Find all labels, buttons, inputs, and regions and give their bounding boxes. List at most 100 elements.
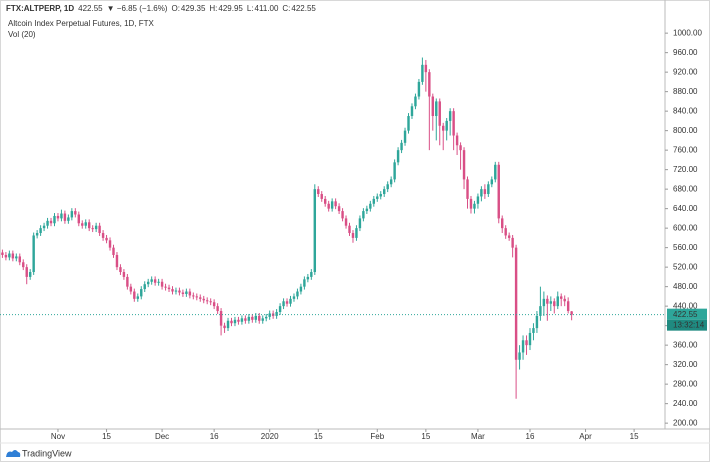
candle-body (126, 276, 129, 287)
y-tick-label: 920.00 (673, 67, 698, 76)
legend-close: 422.55 (291, 4, 316, 13)
candle-body (188, 291, 192, 296)
candle-body (285, 301, 289, 304)
candle-body (337, 206, 341, 212)
legend-close-label: C: (282, 4, 290, 13)
legend-open: 429.35 (181, 4, 206, 13)
candle-body (494, 164, 497, 180)
candle-body (546, 298, 549, 304)
y-tick-label: 800.00 (673, 126, 698, 135)
candle-body (438, 101, 441, 126)
candle-body (341, 211, 344, 219)
x-tick-label: Dec (155, 432, 169, 441)
x-tick-label: Mar (471, 432, 485, 441)
y-tick-label: 480.00 (673, 282, 698, 291)
y-tick-label: 960.00 (673, 48, 698, 57)
chart-title: Altcoin Index Perpetual Futures, 1D, FTX (8, 19, 155, 28)
candle-body (84, 222, 87, 226)
candle-body (528, 332, 532, 346)
candle-body (365, 208, 369, 212)
candle-body (303, 279, 306, 287)
candle-body (251, 316, 254, 320)
candle-body (202, 298, 205, 301)
legend-low-label: L: (247, 4, 254, 13)
candle-body (46, 220, 49, 226)
candle-body (119, 267, 122, 273)
y-tick-label: 1000.00 (673, 28, 702, 37)
candle-body (563, 298, 566, 302)
x-tick-label: 16 (526, 432, 535, 441)
candle-body (379, 194, 382, 197)
candle-body (282, 301, 285, 307)
candle-body (539, 306, 542, 316)
candle-body (469, 198, 473, 209)
y-tick-label: 440.00 (673, 301, 698, 310)
candle-body (67, 217, 70, 221)
candle-body (476, 196, 480, 204)
candle-body (192, 295, 195, 297)
candle-body (108, 240, 112, 248)
legend-high: 429.95 (218, 4, 243, 13)
candle-body (480, 189, 483, 197)
candle-body (146, 281, 150, 285)
candle-body (424, 64, 428, 73)
candle-body (136, 296, 140, 299)
candle-body (442, 125, 445, 131)
candle-body (414, 96, 417, 107)
x-tick-label: 15 (314, 432, 323, 441)
y-tick-label: 320.00 (673, 360, 698, 369)
candle-body (358, 218, 362, 229)
candle-body (167, 287, 171, 290)
candle-body (514, 247, 518, 360)
y-tick-label: 760.00 (673, 145, 698, 154)
candle-body (556, 296, 559, 307)
candle-body (185, 291, 188, 294)
candle-body (317, 189, 320, 195)
candle-body (369, 203, 372, 209)
candle-body (376, 196, 379, 199)
candle-body (421, 64, 424, 82)
candle-body (140, 289, 143, 297)
candle-body (160, 281, 164, 287)
candle-body (39, 228, 42, 234)
candle-body (330, 201, 334, 209)
candle-body (237, 319, 240, 322)
y-tick-label: 600.00 (673, 223, 698, 232)
candle-body (306, 276, 310, 280)
candle-body (410, 106, 414, 117)
candle-body (178, 290, 181, 293)
candle-body (355, 228, 358, 238)
candle-body (181, 292, 185, 294)
x-tick-label: 16 (210, 432, 219, 441)
candle-body (70, 211, 74, 218)
candle-body (157, 281, 160, 283)
y-tick-label: 520.00 (673, 262, 698, 271)
candle-body (292, 296, 296, 299)
candle-body (35, 233, 39, 236)
x-tick-label: Nov (51, 432, 65, 441)
candle-body (507, 235, 511, 238)
candle-body (223, 325, 226, 329)
y-tick-label: 840.00 (673, 106, 698, 115)
candle-body (299, 286, 303, 292)
x-tick-label: Feb (370, 432, 384, 441)
candle-body (518, 352, 521, 360)
candle-body (487, 184, 490, 195)
candle-body (289, 298, 292, 304)
candle-body (525, 340, 528, 346)
y-tick-label: 680.00 (673, 184, 698, 193)
candle-body (393, 162, 396, 180)
candle-body (22, 262, 25, 268)
legend-low: 411.00 (255, 4, 279, 13)
brand: TradingView (22, 448, 72, 458)
y-tick-label: 360.00 (673, 340, 698, 349)
candle-body (74, 211, 77, 215)
countdown: 13:32:14 (673, 320, 705, 329)
candle-body (296, 291, 299, 297)
candle-body (268, 313, 271, 317)
legend-open-label: O: (171, 4, 179, 13)
candle-body (501, 218, 504, 229)
legend-change: ▼ −6.85 (−1.6%) (107, 4, 168, 13)
x-tick-label: 15 (630, 432, 639, 441)
